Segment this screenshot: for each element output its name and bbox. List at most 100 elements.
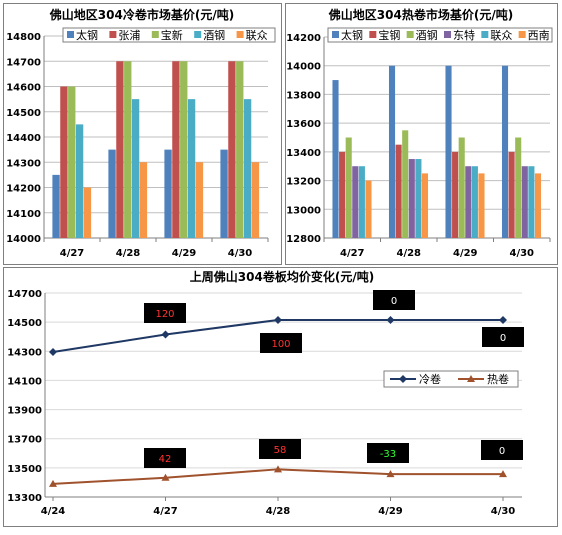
bar — [534, 173, 542, 238]
y-tick-label: 14000 — [286, 62, 321, 73]
bar — [345, 137, 352, 238]
legend-swatch — [406, 31, 414, 38]
y-tick-label: 13500 — [7, 464, 42, 475]
change-label: 0 — [500, 333, 506, 344]
change-label-box — [482, 327, 524, 347]
change-label-box — [259, 439, 301, 459]
change-label: 58 — [274, 445, 287, 456]
y-tick-label: 14800 — [6, 32, 41, 43]
change-label: 100 — [271, 339, 290, 350]
chart-title-hot: 佛山地区304热卷市场基价(元/吨) — [328, 7, 513, 22]
bar — [402, 130, 409, 238]
y-tick-label: 13200 — [286, 177, 321, 188]
data-point — [499, 470, 507, 478]
legend-label: 酒钢 — [203, 29, 225, 42]
x-tick-label: 4/27 — [153, 506, 178, 517]
data-point — [386, 470, 395, 478]
data-point — [161, 330, 170, 339]
bar — [501, 65, 509, 238]
chart-title-avg: 上周佛山304卷板均价变化(元/吨) — [190, 269, 374, 284]
bar — [521, 166, 528, 238]
bar — [515, 137, 522, 238]
bar — [395, 144, 402, 238]
legend-label: 联众 — [490, 29, 512, 42]
x-tick-label: 4/24 — [41, 506, 66, 517]
bar — [352, 166, 359, 238]
legend-box — [383, 370, 519, 388]
legend-swatch — [444, 31, 451, 38]
change-label-box — [367, 443, 409, 463]
change-label: 120 — [155, 309, 174, 320]
bar — [251, 162, 260, 238]
legend-box — [327, 27, 553, 43]
x-tick-label: 4/29 — [378, 506, 403, 517]
data-point — [49, 348, 57, 357]
change-label: 0 — [499, 446, 505, 457]
y-tick-label: 13700 — [7, 435, 42, 446]
bar — [187, 99, 196, 238]
bar — [388, 65, 396, 238]
bar — [452, 151, 459, 238]
bar — [75, 124, 84, 238]
change-label: -33 — [380, 449, 396, 460]
bar — [465, 166, 472, 238]
legend-label: 冷卷 — [419, 372, 441, 386]
y-tick-label: 14200 — [6, 184, 41, 195]
y-tick-label: 14100 — [7, 376, 42, 387]
data-point — [499, 315, 507, 324]
panel-bottom-frame — [3, 267, 558, 527]
y-tick-label: 14300 — [6, 158, 41, 169]
legend-label: 太钢 — [341, 29, 363, 42]
bar — [445, 65, 452, 238]
bar — [52, 174, 60, 238]
legend-marker — [467, 375, 475, 382]
bar — [164, 149, 172, 238]
bar — [139, 162, 148, 238]
data-point — [274, 465, 282, 473]
legend-swatch — [109, 31, 117, 38]
legend-label: 张浦 — [118, 29, 140, 42]
x-tick-label: 4/29 — [453, 248, 478, 259]
data-point — [274, 315, 282, 324]
bar — [124, 61, 132, 238]
data-point — [161, 473, 170, 481]
bar — [116, 61, 124, 238]
y-tick-label: 13900 — [7, 406, 42, 417]
change-label-box — [144, 303, 186, 323]
bar — [236, 61, 244, 238]
x-tick-label: 4/28 — [116, 248, 141, 259]
legend-swatch — [151, 31, 159, 38]
y-tick-label: 12800 — [286, 234, 321, 245]
y-tick-label: 14700 — [6, 57, 41, 68]
legend-swatch — [481, 31, 489, 38]
bar — [60, 86, 68, 238]
data-point — [49, 479, 57, 487]
legend-label: 酒钢 — [416, 29, 438, 42]
bar — [458, 137, 465, 238]
bar — [408, 159, 415, 238]
y-tick-label: 13000 — [286, 205, 321, 216]
y-tick-label: 14600 — [6, 83, 41, 94]
y-tick-label: 13300 — [7, 493, 42, 504]
bar — [421, 173, 429, 238]
bar — [131, 99, 140, 238]
legend-label: 西南 — [528, 29, 550, 42]
y-tick-label: 14500 — [7, 318, 42, 329]
bar — [358, 166, 365, 238]
y-tick-label: 14500 — [6, 108, 41, 119]
bar — [508, 151, 515, 238]
bar — [339, 151, 346, 238]
x-tick-label: 4/29 — [172, 248, 197, 259]
legend-label: 热卷 — [487, 372, 509, 386]
x-tick-label: 4/28 — [266, 506, 291, 517]
legend-label: 宝钢 — [378, 28, 400, 42]
y-tick-label: 13600 — [286, 119, 321, 130]
legend-label: 宝新 — [161, 28, 183, 42]
change-label-box — [260, 333, 302, 353]
legend-swatch — [67, 31, 74, 38]
y-tick-label: 14300 — [7, 347, 42, 358]
legend-swatch — [332, 31, 339, 38]
x-tick-label: 4/28 — [396, 248, 421, 259]
